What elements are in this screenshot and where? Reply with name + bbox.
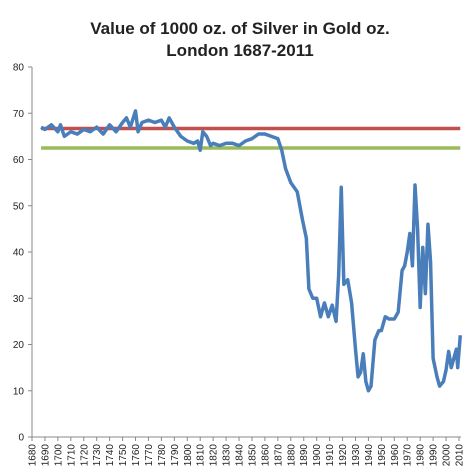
x-tick-label: 1850 xyxy=(247,444,258,467)
x-tick-label: 1970 xyxy=(403,444,414,467)
y-tick-label: 30 xyxy=(13,294,25,305)
x-tick-label: 1730 xyxy=(92,444,103,467)
y-tick-label: 40 xyxy=(13,248,25,259)
x-tick-label: 1800 xyxy=(183,444,194,467)
x-tick-label: 1920 xyxy=(338,444,349,467)
x-tick-label: 1700 xyxy=(53,444,64,467)
x-tick-label: 1710 xyxy=(66,444,77,467)
x-tick-label: 1780 xyxy=(157,444,168,467)
x-tick-label: 1880 xyxy=(286,444,297,467)
x-tick-label: 2010 xyxy=(455,444,466,467)
x-tick-label: 2000 xyxy=(442,444,453,467)
series-line xyxy=(40,109,463,393)
x-tick-label: 1790 xyxy=(170,444,181,467)
x-tick-label: 1960 xyxy=(390,444,401,467)
x-tick-label: 1980 xyxy=(416,444,427,467)
x-tick-label: 1910 xyxy=(325,444,336,467)
y-tick-label: 80 xyxy=(13,63,25,74)
y-tick-label: 70 xyxy=(13,109,25,120)
x-tick-label: 1760 xyxy=(131,444,142,467)
x-tick-label: 1900 xyxy=(312,444,323,467)
x-tick-label: 1870 xyxy=(273,444,284,467)
x-tick-label: 1890 xyxy=(299,444,310,467)
chart-title: Value of 1000 oz. of Silver in Gold oz. xyxy=(90,19,389,38)
x-tick-label: 1950 xyxy=(377,444,388,467)
x-tick-label: 1820 xyxy=(209,444,220,467)
y-tick-label: 0 xyxy=(18,433,24,444)
x-tick-label: 1830 xyxy=(222,444,233,467)
y-tick-label: 10 xyxy=(13,386,25,397)
x-tick-label: 1860 xyxy=(260,444,271,467)
x-tick-label: 1810 xyxy=(196,444,207,467)
y-tick-label: 60 xyxy=(13,155,25,166)
x-tick-label: 1770 xyxy=(144,444,155,467)
x-tick-label: 1750 xyxy=(118,444,129,467)
x-tick-label: 1930 xyxy=(351,444,362,467)
chart-subtitle: London 1687-2011 xyxy=(166,41,313,60)
x-tick-label: 1940 xyxy=(364,444,375,467)
x-tick-label: 1840 xyxy=(235,444,246,467)
x-tick-label: 1720 xyxy=(79,444,90,467)
x-tick-label: 1990 xyxy=(429,444,440,467)
x-tick-label: 1680 xyxy=(28,444,39,467)
x-tick-label: 1690 xyxy=(40,444,51,467)
y-tick-label: 20 xyxy=(13,340,25,351)
x-tick-label: 1740 xyxy=(105,444,116,467)
y-tick-label: 50 xyxy=(13,201,25,212)
